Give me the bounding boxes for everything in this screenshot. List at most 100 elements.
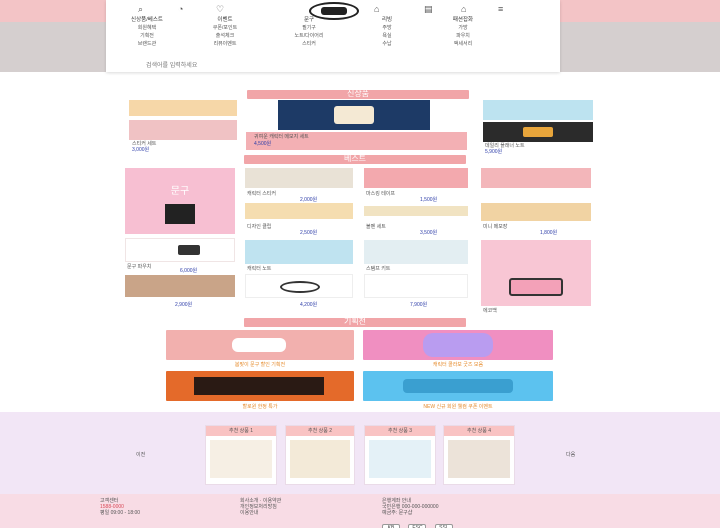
recommend-card-title: 추천 상품 4 [444, 426, 514, 436]
payment-badge: ESC [408, 524, 427, 528]
event-banner[interactable] [363, 371, 553, 401]
product-image[interactable] [481, 203, 591, 221]
footer-badges: KB ESC SSL [382, 516, 457, 528]
user-icon[interactable]: ◔ [178, 4, 184, 14]
event-banner-caption[interactable]: 캐릭터 콜라보 굿즈 모음 [432, 362, 484, 368]
menu-item[interactable]: 스티커 [302, 41, 316, 47]
footer [0, 494, 720, 528]
product-image[interactable] [245, 203, 353, 219]
section-title-best: 베스트 [244, 155, 466, 164]
footer-links: 회사소개 · 이용약관 개인정보처리방침 이용안내 [240, 498, 282, 516]
menu-column-2: 이벤트 쿠폰/포인트 출석체크 리뷰이벤트 [188, 16, 262, 48]
menu-column-5: 패션잡화 가방 파우치 액세서리 [426, 16, 500, 48]
product-name[interactable]: 데일리 플래너 노트 [485, 143, 525, 149]
menu-icon[interactable]: ≡ [498, 4, 504, 14]
event-banner-caption[interactable]: NEW 신규 회원 웰컴 쿠폰 이벤트 [423, 404, 493, 410]
event-banner-caption[interactable]: 할로윈 한정 특가 [242, 404, 278, 410]
home-icon[interactable]: ⌂ [461, 4, 467, 14]
menu-item[interactable]: 문구 [303, 17, 315, 23]
payment-badge: SSL [434, 524, 453, 528]
product-image[interactable] [364, 206, 468, 216]
search-icon[interactable]: ⌕ [138, 4, 144, 14]
product-price: 6,000원 [180, 268, 198, 274]
menu-item[interactable]: 리뷰이벤트 [213, 41, 237, 47]
menu-item[interactable]: 리빙 [381, 17, 393, 23]
recommend-card[interactable]: 추천 상품 1 [205, 425, 277, 485]
product-image[interactable] [481, 240, 591, 306]
product-image[interactable] [364, 240, 468, 264]
search-input[interactable]: 검색어를 입력하세요 [146, 63, 198, 69]
product-name[interactable]: 스티커 세트 [132, 141, 157, 147]
product-image[interactable] [125, 275, 235, 297]
product-image[interactable] [483, 100, 593, 120]
recommend-card[interactable]: 추천 상품 3 [364, 425, 436, 485]
cart-icon[interactable]: ⌂ [374, 4, 380, 14]
product-price: 3,500원 [420, 230, 438, 236]
heart-icon[interactable]: ♡ [216, 4, 225, 14]
menu-item[interactable]: 패션잡화 [452, 17, 474, 23]
category-card-label: 문구 [170, 186, 190, 197]
product-image[interactable] [364, 168, 468, 188]
product-image[interactable] [364, 274, 468, 298]
menu-item[interactable]: 이벤트 [217, 17, 233, 23]
menu-item[interactable]: 회원혜택 [137, 25, 157, 31]
product-image[interactable] [125, 238, 235, 262]
product-name[interactable]: 마스킹 테이프 [366, 191, 395, 197]
category-card[interactable]: 문구 [125, 168, 235, 234]
product-price: 7,900원 [410, 302, 428, 308]
product-image[interactable] [483, 122, 593, 142]
payment-badge: KB [382, 524, 400, 528]
recommend-card[interactable]: 추천 상품 2 [285, 425, 355, 485]
product-price: 2,500원 [300, 230, 318, 236]
menu-item[interactable]: 신상품/베스트 [131, 17, 163, 23]
product-image[interactable] [481, 168, 591, 188]
menu-item[interactable]: 브랜드관 [137, 41, 157, 47]
product-price: 5,900원 [485, 149, 503, 155]
product-image[interactable] [245, 274, 353, 298]
product-name[interactable]: 스탬프 키트 [366, 266, 391, 272]
product-image[interactable] [245, 168, 353, 188]
product-image[interactable] [129, 120, 237, 140]
grid-icon[interactable]: ▤ [424, 4, 433, 14]
carousel-prev-button[interactable]: 이전 [136, 452, 146, 458]
featured-product-image[interactable] [278, 100, 430, 130]
product-name[interactable]: 귀여운 캐릭터 메모지 세트 [254, 134, 309, 140]
product-name[interactable]: 볼펜 세트 [366, 224, 386, 230]
product-price: 1,500원 [420, 197, 438, 203]
menu-item[interactable]: 파우치 [456, 33, 470, 39]
menu-item[interactable]: 욕실 [382, 33, 392, 39]
recommend-card[interactable]: 추천 상품 4 [443, 425, 515, 485]
product-name[interactable]: 캐릭터 스티커 [247, 191, 276, 197]
event-banner[interactable] [166, 371, 354, 401]
section-title-new: 신상품 [247, 90, 469, 99]
product-name[interactable]: 미니 메모장 [483, 224, 508, 230]
recommend-card-title: 추천 상품 1 [206, 426, 276, 436]
footer-bank-info: 은행계좌 안내 국민은행 000-000-000000 예금주: 문구샵 [382, 498, 439, 516]
product-price: 4,500원 [254, 141, 272, 147]
event-banner[interactable] [363, 330, 553, 360]
section-title-event: 기획전 [244, 318, 466, 327]
product-name[interactable]: 에코백 [483, 308, 497, 314]
menu-item[interactable]: 출석체크 [215, 33, 235, 39]
menu-item[interactable]: 쿠폰/포인트 [212, 25, 238, 31]
event-banner-caption[interactable]: 봄맞이 문구 할인 기획전 [234, 362, 286, 368]
footer-customer-center: 고객센터 1588-0000 평일 09:00 - 18:00 [100, 498, 141, 516]
menu-column-4: 리빙 주방 욕실 수납 [350, 16, 424, 48]
menu-item[interactable]: 주방 [382, 25, 392, 31]
event-banner[interactable] [166, 330, 354, 360]
menu-item[interactable]: 기획전 [140, 33, 154, 39]
menu-item[interactable]: 노트/다이어리 [294, 33, 324, 39]
brand-logo[interactable] [309, 2, 359, 20]
menu-column-3: 문구 필기구 노트/다이어리 스티커 [272, 16, 346, 48]
product-name[interactable]: 문구 파우치 [127, 264, 152, 270]
product-name[interactable]: 캐릭터 노트 [247, 266, 272, 272]
menu-item[interactable]: 필기구 [302, 25, 316, 31]
carousel-next-button[interactable]: 다음 [566, 452, 576, 458]
menu-item[interactable]: 가방 [458, 25, 468, 31]
product-image[interactable] [245, 240, 353, 264]
menu-item[interactable]: 액세서리 [453, 41, 473, 47]
product-name[interactable]: 디자인 클립 [247, 224, 272, 230]
menu-item[interactable]: 수납 [382, 41, 392, 47]
product-image[interactable] [129, 100, 237, 116]
featured-product-caption-box: 귀여운 캐릭터 메모지 세트 4,500원 [246, 132, 467, 150]
